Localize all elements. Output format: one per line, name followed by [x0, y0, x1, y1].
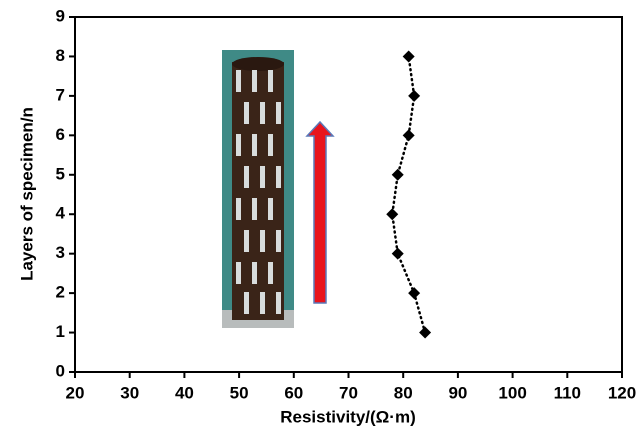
y-tick-label: 5	[56, 164, 65, 183]
data-point	[402, 50, 415, 63]
data-point	[386, 208, 399, 221]
data-point	[391, 247, 404, 260]
x-tick-label: 30	[120, 383, 139, 402]
data-point	[391, 168, 404, 181]
x-axis-title: Resistivity/(Ω·m)	[280, 407, 416, 426]
data-point	[408, 89, 421, 102]
x-tick-label: 110	[554, 383, 581, 402]
y-tick-label: 7	[56, 85, 65, 104]
y-tick-label: 3	[56, 243, 65, 262]
y-tick-label: 0	[56, 361, 65, 380]
y-tick-label: 2	[56, 283, 65, 302]
x-tick-label: 70	[339, 383, 358, 402]
specimen-illustration	[222, 50, 294, 328]
x-tick-label: 60	[284, 383, 303, 402]
y-tick-label: 1	[56, 322, 65, 341]
x-tick-label: 50	[230, 383, 249, 402]
direction-arrow	[305, 120, 335, 304]
x-tick-label: 100	[498, 383, 526, 402]
x-tick-label: 80	[394, 383, 413, 402]
x-tick-label: 120	[608, 383, 636, 402]
specimen-top	[232, 57, 284, 71]
y-tick-label: 9	[56, 6, 65, 25]
x-tick-label: 90	[448, 383, 467, 402]
specimen-stripes	[236, 70, 281, 314]
data-point	[419, 326, 432, 339]
y-tick-label: 4	[56, 204, 66, 223]
data-point	[408, 287, 421, 300]
x-tick-label: 40	[175, 383, 194, 402]
y-tick-label: 6	[56, 125, 65, 144]
plot-frame	[74, 16, 623, 373]
data-point	[402, 129, 415, 142]
y-tick-label: 8	[56, 46, 65, 65]
x-tick-label: 20	[66, 383, 85, 402]
y-axis-title: Layers of specimen/n	[17, 107, 36, 281]
data-line	[390, 55, 427, 334]
